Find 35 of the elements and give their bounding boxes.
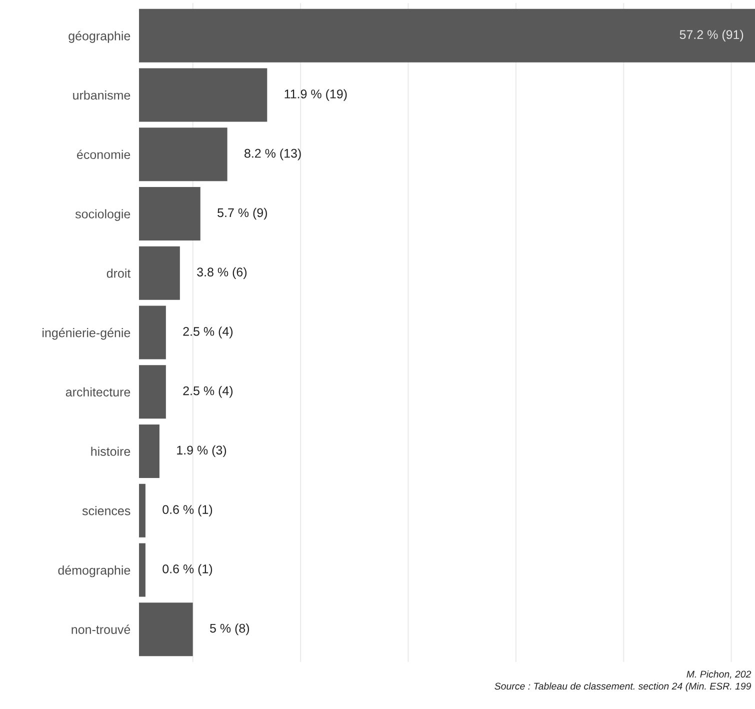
bar — [139, 365, 166, 419]
bar — [139, 68, 268, 122]
y-tick-label: histoire — [91, 446, 130, 456]
bar — [139, 187, 200, 240]
y-tick-label: géographie — [68, 31, 130, 43]
bar — [139, 8, 755, 62]
y-tick-label: architecture — [66, 387, 130, 397]
y-tick-label: démographie — [58, 565, 130, 578]
data-label: 8.2 % (13) — [244, 148, 301, 160]
data-label: 3.8 % (6) — [197, 267, 247, 279]
bar — [139, 484, 146, 538]
bar — [139, 543, 146, 597]
data-label: 5.7 % (9) — [218, 208, 267, 220]
source-note: Source : Tableau de classement. section 24 (Min. ESR. 199 — [494, 682, 752, 692]
bar — [139, 306, 166, 360]
data-label: 0.6 % (1) — [162, 564, 212, 576]
bar — [139, 246, 180, 300]
y-tick-label: ingénierie-génie — [42, 328, 130, 340]
data-label: 0.6 % (1) — [162, 504, 212, 516]
text: M. Pichon, 202 — [686, 670, 752, 679]
bar — [139, 128, 228, 182]
data-label: 5 % (8) — [210, 624, 250, 636]
y-tick-label: non-trouvé — [72, 624, 130, 634]
y-tick-label: sociologie — [75, 209, 130, 221]
data-label: 1.9 % (3) — [177, 445, 226, 458]
y-tick-label: économie — [77, 150, 130, 160]
y-tick-label: sciences — [82, 506, 130, 516]
data-label: 2.5 % (4) — [183, 326, 233, 338]
data-label: 2.5 % (4) — [183, 386, 233, 398]
y-tick-label: urbanisme — [73, 90, 130, 100]
data-label: 57.2 % (91) — [680, 30, 744, 42]
bar — [139, 602, 193, 656]
bar — [139, 424, 160, 478]
data-label: 11.9 % (19) — [284, 89, 347, 101]
y-tick-label: droit — [106, 268, 131, 278]
